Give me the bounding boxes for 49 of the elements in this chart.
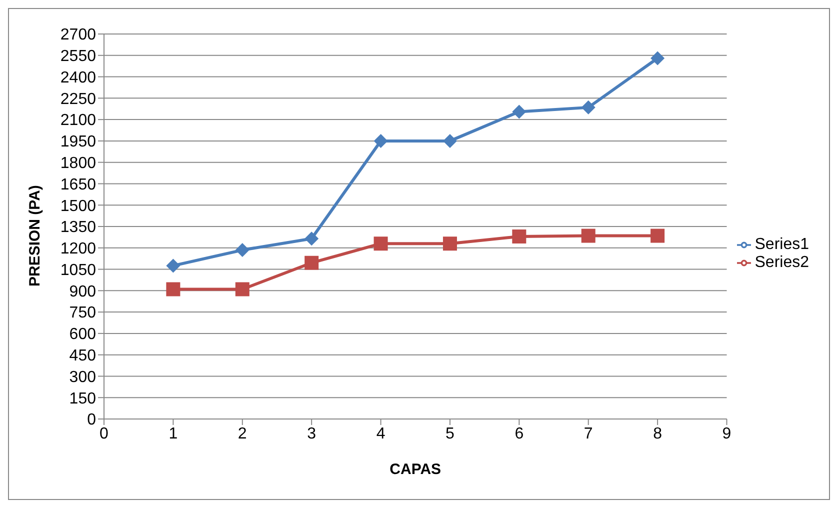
x-tick-label: 6 [514, 425, 524, 442]
y-tick-label: 1500 [60, 198, 96, 215]
point [650, 228, 665, 243]
x-tick-label: 7 [584, 425, 593, 442]
point [650, 51, 665, 66]
legend-label: Series2 [754, 254, 809, 271]
point [442, 134, 457, 148]
y-tick-label: 0 [87, 412, 96, 429]
x-tick-label: 0 [100, 425, 109, 442]
y-tick-label: 900 [69, 283, 96, 300]
legend-label: Series1 [754, 236, 809, 253]
point [235, 282, 250, 296]
y-tick-label: 1200 [60, 240, 96, 258]
point [581, 228, 596, 243]
y-tick-label: 600 [69, 326, 96, 344]
point [166, 282, 180, 296]
point [166, 258, 180, 273]
x-tick-label: 9 [722, 425, 732, 442]
x-tick-label: 8 [653, 425, 662, 442]
y-tick-label: 1350 [60, 219, 96, 236]
point [374, 236, 388, 251]
y-tick-label: 2700 [60, 26, 96, 44]
point [304, 232, 319, 246]
point [235, 243, 250, 258]
x-tick-label: 4 [376, 425, 386, 442]
point [304, 256, 319, 270]
x-axis-title: CAPAS [390, 461, 442, 478]
y-tick-label: 1800 [60, 155, 96, 172]
y-tick-label: 1050 [60, 262, 96, 279]
x-tick-label: 1 [168, 425, 178, 442]
y-tick-label: 2400 [60, 69, 96, 86]
point [512, 104, 526, 119]
y-tick-label: 450 [69, 348, 96, 365]
x-tick-label: 2 [238, 425, 247, 442]
y-tick-label: 1650 [60, 176, 96, 194]
x-tick-label: 5 [446, 425, 455, 442]
y-axis-title: PRESION (PA) [26, 185, 44, 286]
y-tick-label: 2550 [60, 48, 96, 66]
point [374, 134, 388, 148]
point [442, 236, 457, 251]
y-tick-label: 2100 [60, 112, 96, 130]
y-tick-label: 750 [69, 304, 96, 322]
x-tick-label: 3 [307, 425, 316, 442]
y-tick-label: 1950 [60, 134, 96, 151]
y-tick-label: 150 [69, 390, 96, 408]
point [581, 100, 596, 114]
point [512, 229, 526, 244]
y-tick-label: 2250 [60, 90, 96, 108]
y-tick-label: 300 [69, 368, 96, 386]
